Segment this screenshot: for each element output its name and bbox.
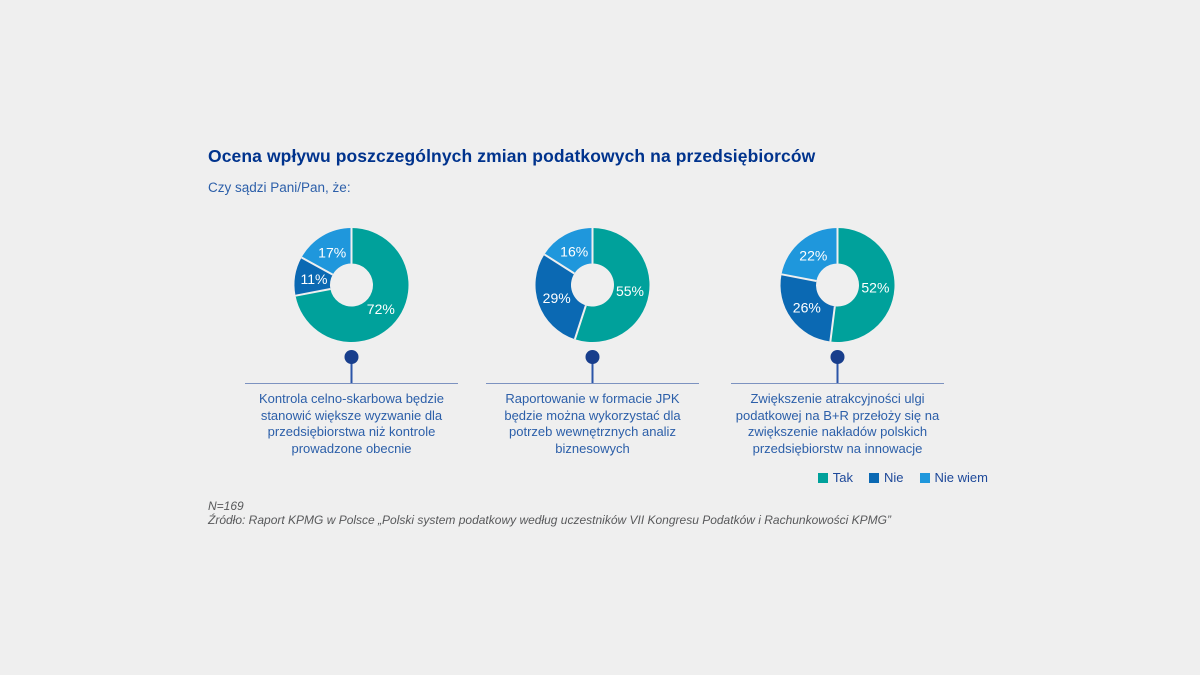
slice-value-label-nie: 11% [301, 271, 328, 287]
slice-separator [543, 253, 575, 275]
footnote: N=169 Źródło: Raport KPMG w Polsce „Pols… [208, 499, 891, 527]
legend-item-nie-wiem: Nie wiem [919, 470, 988, 485]
connector-dot [344, 350, 359, 364]
legend-item-tak: Tak [817, 470, 854, 485]
slice-separator [295, 288, 331, 297]
slice-value-label-nie-wiem: 22% [799, 248, 827, 264]
legend-swatch-nie [869, 472, 880, 483]
slice-value-label-nie: 29% [543, 290, 571, 306]
legend-label-tak: Tak [832, 470, 854, 485]
connector-dot [585, 350, 600, 364]
footnote-n: N=169 [208, 499, 244, 513]
slice-value-label-tak: 52% [861, 279, 889, 295]
slice-value-label-tak: 55% [616, 283, 644, 299]
donut-1-caption: Kontrola celno-skarbowa będzie stanowić … [245, 383, 458, 457]
donut-slice-tak [295, 228, 409, 342]
legend-swatch-tak [817, 472, 828, 483]
donut-chart-3: 52% 26% 22% Zwiększenie atrakcyjności ulgi… [716, 225, 959, 515]
legend-label-nie: Nie [884, 470, 904, 485]
legend-swatch-nie-wiem [919, 472, 930, 483]
donut-chart-1: 72% 11% 17% Kontrola celno-skarbowa będzie… [230, 225, 473, 515]
donut-slice-nie-wiem [544, 228, 593, 274]
donut-slice-nie-wiem [301, 228, 352, 275]
legend: Tak Nie Nie wiem [817, 470, 988, 485]
slice-value-label-nie: 26% [793, 299, 821, 315]
slice-value-label-tak: 72% [367, 301, 395, 317]
donut-2-svg: 55% 29% 16% [535, 228, 650, 383]
connector-dot [830, 350, 845, 364]
chart-subtitle: Czy sądzi Pani/Pan, że: [208, 180, 351, 195]
slice-separator [573, 305, 587, 340]
slice-value-label-nie-wiem: 17% [318, 244, 346, 260]
donut-1-svg: 72% 11% 17% [294, 228, 409, 383]
slice-separator [829, 306, 836, 342]
donut-2-caption: Raportowanie w formacie JPK będzie można… [486, 383, 699, 457]
donut-slice-nie [294, 257, 333, 296]
donut-slice-nie [780, 274, 835, 342]
legend-item-nie: Nie [869, 470, 904, 485]
donut-3-svg: 52% 26% 22% [780, 228, 895, 383]
donut-slice-tak [830, 228, 895, 342]
donut-slice-tak [574, 228, 650, 342]
donut-3-caption: Zwiększenie atrakcyjności ulgi podatkowe… [731, 383, 944, 457]
chart-title: Ocena wpływu poszczególnych zmian podatk… [208, 146, 816, 166]
slice-separator [301, 256, 334, 276]
donut-slice-nie [535, 254, 586, 340]
legend-label-nie-wiem: Nie wiem [934, 470, 988, 485]
donut-chart-2: 55% 29% 16% Raportowanie w formacie JPK bę… [471, 225, 714, 515]
slice-separator [781, 273, 817, 282]
slice-value-label-nie-wiem: 16% [560, 244, 588, 260]
footnote-source: Źródło: Raport KPMG w Polsce „Polski sys… [208, 513, 891, 527]
donut-slice-nie-wiem [781, 228, 838, 281]
